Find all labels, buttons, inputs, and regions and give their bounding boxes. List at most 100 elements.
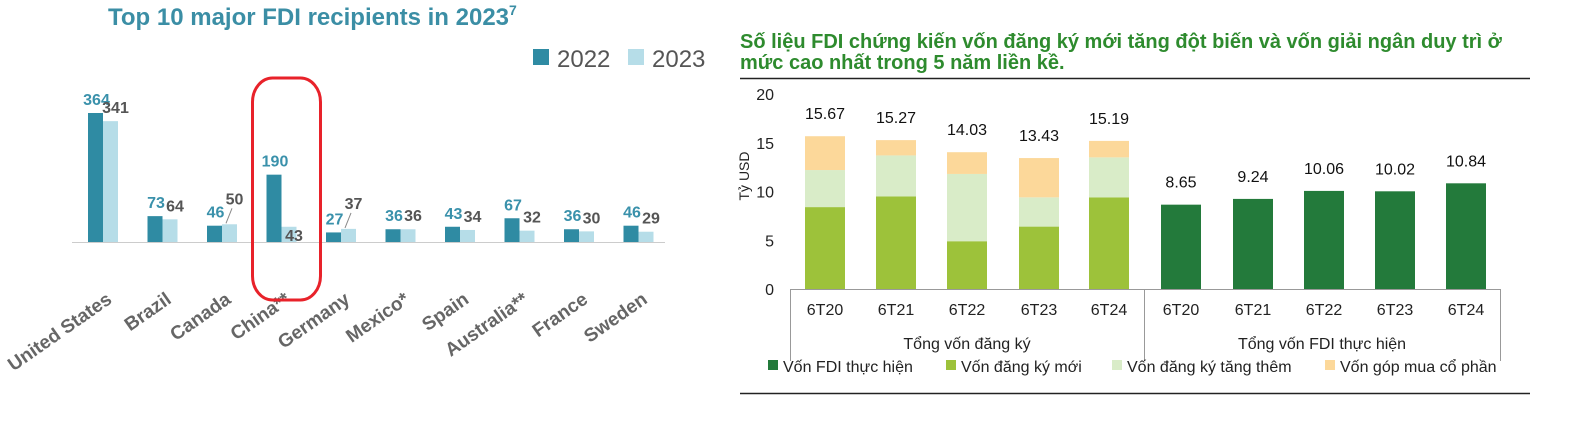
- legend-swatch: [946, 360, 956, 370]
- title-footnote: 7: [509, 2, 517, 18]
- data-label-2022: 364: [83, 92, 110, 109]
- total-label: 13.43: [1019, 128, 1059, 145]
- data-label-2022: 67: [504, 197, 522, 214]
- bar-segment-3: [1089, 157, 1129, 198]
- x-tick-label: 6T22: [949, 302, 986, 319]
- label-leader-line: [225, 208, 233, 224]
- data-label-2022: 36: [385, 208, 403, 225]
- x-tick-label: 6T21: [878, 302, 915, 319]
- data-label-2023: 50: [226, 191, 244, 208]
- bar-2023: [460, 229, 475, 242]
- y-tick-label: 0: [765, 282, 774, 299]
- data-label-2022: 73: [147, 195, 165, 212]
- y-tick-label: 20: [756, 87, 774, 104]
- bar-2022: [504, 218, 520, 242]
- data-label-2022: 43: [445, 206, 463, 223]
- bar-2022: [623, 225, 639, 242]
- x-tick-label: 6T20: [1163, 302, 1200, 319]
- group-label: Tổng vốn đăng ký: [903, 335, 1030, 353]
- y-tick-label: 15: [756, 136, 774, 153]
- legend-label-2022: 2022: [557, 46, 610, 73]
- data-label-2023: 64: [166, 198, 184, 215]
- y-tick-label: 5: [765, 233, 774, 250]
- x-tick-label: 6T23: [1021, 302, 1058, 319]
- bar-2023: [103, 121, 118, 242]
- x-tick-label: 6T23: [1377, 302, 1414, 319]
- group-label: Tổng vốn FDI thực hiện: [1238, 335, 1406, 353]
- bar-segment-1: [1161, 204, 1201, 289]
- bar-segment-2: [1019, 226, 1059, 289]
- total-label: 10.06: [1304, 161, 1344, 178]
- data-label-2023: 30: [583, 210, 601, 227]
- bar-segment-4: [876, 140, 916, 156]
- bar-segment-1: [1375, 191, 1415, 289]
- data-label-2023: 32: [523, 210, 541, 227]
- right-chart-title: Số liệu FDI chứng kiến vốn đăng ký mới t…: [740, 31, 1502, 74]
- data-label-2022: 27: [326, 211, 344, 228]
- data-label-2023: 37: [345, 196, 363, 213]
- x-tick-label: 6T24: [1448, 302, 1485, 319]
- bar-2022: [266, 174, 282, 242]
- data-label-2022: 36: [564, 208, 582, 225]
- legend-swatch: [1325, 360, 1335, 370]
- bar-segment-1: [1304, 190, 1344, 289]
- legend-swatch-2023: [628, 49, 644, 65]
- bar-2022: [326, 232, 341, 242]
- x-tick-label: 6T20: [807, 302, 844, 319]
- left-chart-title: Top 10 major FDI recipients in 20237: [108, 2, 517, 31]
- bar-2023: [400, 229, 416, 242]
- total-label: 10.02: [1375, 161, 1415, 178]
- data-label-2023: 341: [102, 100, 129, 117]
- total-label: 14.03: [947, 122, 987, 139]
- bar-segment-2: [805, 207, 845, 289]
- x-tick-label: 6T24: [1091, 302, 1128, 319]
- data-label-2023: 36: [404, 208, 422, 225]
- bar-2022: [445, 226, 460, 242]
- legend-swatch: [768, 360, 778, 370]
- total-label: 9.24: [1237, 169, 1268, 186]
- bar-2022: [564, 229, 579, 242]
- bar-segment-2: [947, 241, 987, 289]
- x-tick-label: 6T21: [1235, 302, 1272, 319]
- highlight-outline: [251, 76, 322, 302]
- data-label-2022: 190: [262, 154, 289, 171]
- bar-2022: [88, 113, 103, 242]
- x-tick-label: 6T22: [1306, 302, 1343, 319]
- bar-segment-2: [876, 196, 916, 289]
- bar-segment-4: [805, 136, 845, 171]
- legend-label: Vốn đăng ký mới: [961, 359, 1082, 376]
- data-label-2023: 29: [642, 211, 660, 228]
- bar-segment-3: [805, 170, 845, 208]
- label-leader-line: [344, 212, 352, 229]
- bar-2023: [638, 231, 654, 242]
- bar-segment-3: [1019, 197, 1059, 227]
- bar-2023: [519, 230, 535, 242]
- legend-swatch-2022: [533, 49, 549, 65]
- bar-2023: [341, 228, 356, 242]
- bar-segment-4: [947, 152, 987, 174]
- bar-segment-3: [947, 173, 987, 242]
- bar-2022: [207, 225, 222, 242]
- bar-segment-3: [876, 155, 916, 197]
- total-label: 10.84: [1446, 153, 1486, 170]
- bar-segment-4: [1019, 158, 1059, 198]
- total-label: 15.27: [876, 110, 916, 127]
- bar-2023: [222, 224, 237, 242]
- data-label-2022: 46: [207, 205, 225, 222]
- total-label: 15.67: [805, 106, 845, 123]
- legend-label: Vốn đăng ký tăng thêm: [1127, 359, 1292, 376]
- legend-label: Vốn góp mua cổ phần: [1340, 358, 1497, 376]
- total-label: 15.19: [1089, 111, 1129, 128]
- legend-label-2023: 2023: [652, 46, 705, 73]
- bar-segment-1: [1233, 198, 1273, 289]
- bar-segment-4: [1089, 140, 1129, 158]
- total-label: 8.65: [1165, 175, 1196, 192]
- y-tick-label: 10: [756, 185, 774, 202]
- legend-swatch: [1112, 360, 1122, 370]
- bar-2023: [579, 231, 594, 242]
- bar-2023: [162, 219, 178, 242]
- bar-segment-1: [1446, 183, 1486, 289]
- legend-label: Vốn FDI thực hiện: [783, 359, 913, 376]
